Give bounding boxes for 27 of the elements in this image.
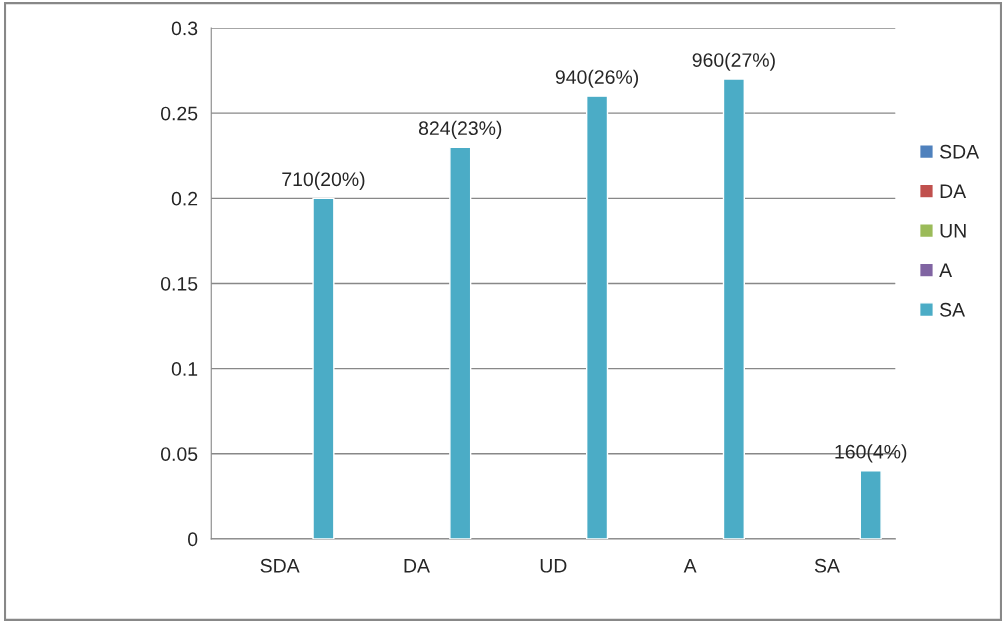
x-tick-label: SA [814, 558, 840, 573]
legend-label: SDA [940, 144, 980, 159]
y-tick-label: 0.1 [171, 362, 198, 376]
y-tick-label: 0.15 [160, 276, 198, 291]
y-tick-label: 0.2 [171, 191, 198, 206]
y-tick-label: 0.3 [171, 21, 198, 36]
bar [312, 197, 335, 539]
data-label: 960(27%) [692, 52, 775, 71]
data-label: 710(20%) [282, 171, 365, 190]
y-tick-label: 0 [188, 532, 198, 547]
data-label: 824(23%) [418, 120, 502, 139]
legend-label: DA [940, 184, 967, 198]
bar [585, 95, 609, 539]
x-tick-label: SDA [260, 558, 300, 573]
x-tick-label: DA [404, 559, 430, 573]
x-tick-label: A [683, 559, 697, 573]
y-tick-label: 0.05 [160, 447, 198, 461]
legend-label: A [939, 263, 953, 277]
bar [722, 78, 745, 539]
data-label: 160(4%) [835, 444, 907, 463]
legend-label: UN [940, 224, 966, 238]
bar [449, 146, 472, 539]
y-tick-label: 0.25 [160, 106, 198, 121]
x-tick-label: UD [540, 559, 567, 573]
data-label: 940(26%) [555, 69, 639, 88]
legend-label: SA [940, 302, 966, 317]
bar [859, 470, 882, 539]
